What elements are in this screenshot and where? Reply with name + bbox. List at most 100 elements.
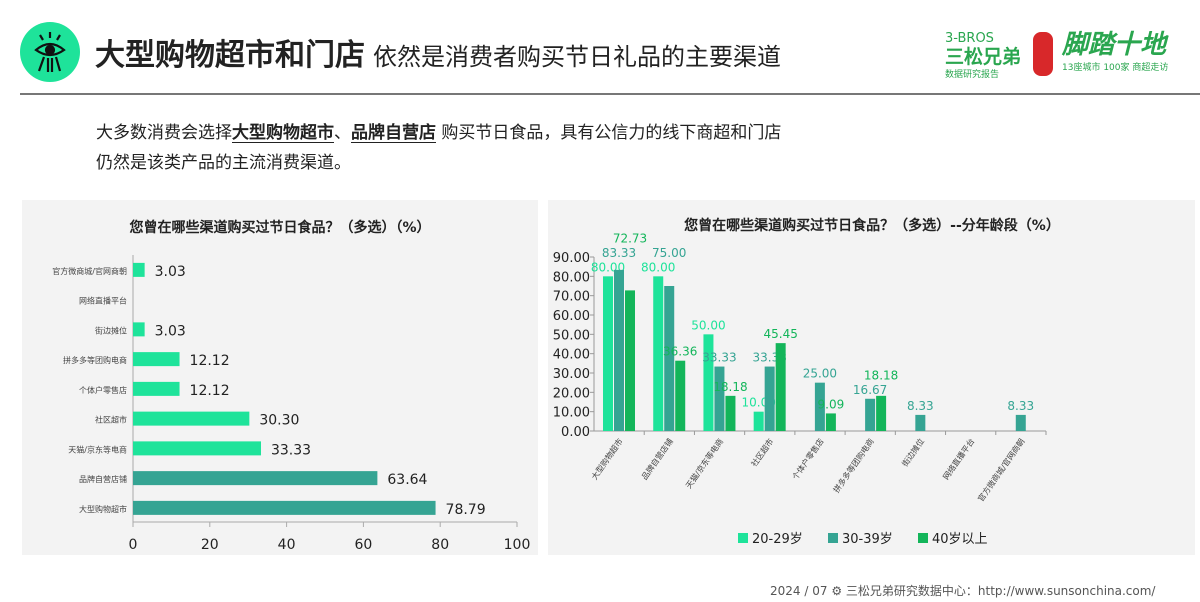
y-tick-label: 0.00 bbox=[561, 425, 590, 440]
bar bbox=[725, 395, 736, 431]
legend-swatch bbox=[738, 533, 748, 543]
y-tick-label: 10.00 bbox=[553, 406, 590, 421]
chart-title: 您曾在哪些渠道购买过节日食品？（多选）--分年龄段（%） bbox=[684, 217, 1060, 234]
footer-date: 2024 / 07 bbox=[770, 584, 828, 598]
intro-line-2: 仍然是该类产品的主流消费渠道。 bbox=[96, 153, 351, 173]
bar bbox=[664, 286, 675, 431]
left-chart-panel: 您曾在哪些渠道购买过节日食品？（多选）（%） 官方微商城/官网商朝 3.03 网络直播… bbox=[22, 200, 538, 555]
data-label: 78.79 bbox=[446, 502, 486, 518]
legend-label: 40岁以上 bbox=[932, 532, 988, 547]
x-tick-label: 80 bbox=[431, 537, 449, 553]
category-label: 官方微商城/官网商朝 bbox=[52, 266, 127, 276]
y-tick-label: 50.00 bbox=[553, 328, 590, 343]
category-label: 社区超市 bbox=[95, 415, 127, 425]
bar bbox=[825, 413, 836, 431]
bar bbox=[753, 411, 764, 431]
footer: 2024 / 07 ⚙ 三松兄弟研究数据中心：http://www.sunson… bbox=[770, 582, 1155, 599]
category-label: 街边摊位 bbox=[95, 325, 127, 335]
category-label: 天猫/京东等电商 bbox=[68, 444, 127, 454]
brand-logo: 3-BROS 三松兄弟 数据研究报告 bbox=[945, 32, 1021, 82]
y-tick-label: 90.00 bbox=[553, 251, 590, 266]
footer-source: 三松兄弟研究数据中心：http://www.sunsonchina.com/ bbox=[845, 584, 1156, 598]
category-label: 大型购物超市 bbox=[589, 436, 625, 481]
intro-text: 大多数消费会选择 bbox=[96, 123, 232, 143]
data-label: 50.00 bbox=[691, 318, 725, 332]
x-tick-label: 20 bbox=[201, 537, 219, 553]
legend-swatch bbox=[918, 533, 928, 543]
intro-line-1: 大多数消费会选择大型购物超市、品牌自营店 购买节日食品，具有公信力的线下商超和门… bbox=[96, 118, 781, 143]
bar bbox=[915, 414, 926, 431]
x-tick-label: 0 bbox=[129, 537, 138, 553]
bar bbox=[625, 290, 635, 431]
data-label: 33.33 bbox=[271, 442, 311, 458]
y-tick-label: 40.00 bbox=[553, 348, 590, 363]
y-tick-label: 80.00 bbox=[553, 270, 590, 285]
brand-tag: 数据研究报告 bbox=[945, 70, 1000, 80]
right-chart-panel: 您曾在哪些渠道购买过节日食品？（多选）--分年龄段（%） 0.00 10.00 20.… bbox=[548, 200, 1195, 555]
legend-label: 30-39岁 bbox=[842, 532, 893, 547]
data-label: 80.00 bbox=[641, 260, 675, 274]
bar bbox=[133, 441, 261, 456]
category-label: 拼多多等团购电商 bbox=[831, 436, 876, 494]
data-label: 18.18 bbox=[713, 380, 747, 394]
brand-en: 3-BROS bbox=[945, 31, 994, 46]
chart-title: 您曾在哪些渠道购买过节日食品？（多选）（%） bbox=[129, 219, 430, 236]
bar bbox=[133, 411, 250, 426]
category-label: 大型购物超市 bbox=[79, 504, 127, 514]
bar bbox=[814, 382, 825, 431]
data-label: 72.73 bbox=[613, 231, 647, 245]
data-label: 3.03 bbox=[155, 264, 186, 280]
bar bbox=[653, 276, 664, 431]
category-label: 官方微商城/官网商朝 bbox=[975, 436, 1026, 503]
category-label: 网络直播平台 bbox=[941, 436, 977, 481]
data-label: 36.36 bbox=[663, 345, 697, 359]
data-label: 18.18 bbox=[864, 368, 898, 382]
intro-highlight: 大型购物超市 bbox=[232, 123, 334, 143]
x-tick-label: 40 bbox=[278, 537, 296, 553]
bar bbox=[133, 381, 180, 396]
bar bbox=[703, 334, 714, 431]
data-label: 75.00 bbox=[652, 246, 686, 260]
data-label: 45.45 bbox=[763, 327, 797, 341]
bar bbox=[764, 366, 775, 431]
category-label: 社区超市 bbox=[749, 436, 776, 468]
intro-text: 、 bbox=[334, 123, 351, 143]
bar bbox=[614, 269, 624, 431]
data-label: 12.12 bbox=[190, 353, 230, 369]
data-label: 3.03 bbox=[155, 323, 186, 339]
bar bbox=[675, 360, 686, 431]
bar bbox=[865, 398, 876, 431]
category-label: 网络直播平台 bbox=[79, 296, 127, 306]
category-label: 品牌自营店铺 bbox=[79, 474, 127, 484]
category-label: 个体户零售店 bbox=[790, 436, 826, 481]
legend-swatch bbox=[828, 533, 838, 543]
bar bbox=[133, 352, 180, 367]
bar bbox=[133, 262, 145, 277]
data-label: 25.00 bbox=[803, 367, 837, 381]
campaign-sub: 13座城市 100家 商超走访 bbox=[1062, 63, 1169, 73]
y-tick-label: 70.00 bbox=[553, 290, 590, 305]
divider bbox=[20, 93, 1200, 95]
intro-highlight: 品牌自营店 bbox=[351, 123, 436, 143]
brand-mini-icon: ⚙ bbox=[831, 584, 843, 598]
data-label: 83.33 bbox=[602, 246, 636, 260]
intro-text: 购买节日食品，具有公信力的线下商超和门店 bbox=[436, 123, 782, 143]
bar bbox=[714, 366, 725, 431]
category-label: 天猫/京东等电商 bbox=[683, 436, 725, 490]
bar bbox=[775, 343, 786, 431]
bar bbox=[133, 471, 378, 486]
bar bbox=[603, 276, 613, 431]
campaign-title: 脚踏十地 bbox=[1062, 30, 1167, 60]
data-label: 8.33 bbox=[907, 399, 934, 413]
y-tick-label: 30.00 bbox=[553, 367, 590, 382]
y-tick-label: 20.00 bbox=[553, 386, 590, 401]
page-title: 大型购物超市和门店 依然是消费者购买节日礼品的主要渠道 bbox=[95, 30, 781, 74]
bar bbox=[1015, 414, 1026, 431]
brand-cn: 三松兄弟 bbox=[945, 46, 1022, 68]
category-label: 个体户零售店 bbox=[79, 385, 127, 395]
data-label: 8.33 bbox=[1007, 399, 1034, 413]
category-label: 街边摊位 bbox=[900, 436, 927, 468]
bar bbox=[133, 322, 145, 337]
x-tick-label: 60 bbox=[354, 537, 372, 553]
title-sub: 依然是消费者购买节日礼品的主要渠道 bbox=[373, 43, 781, 71]
